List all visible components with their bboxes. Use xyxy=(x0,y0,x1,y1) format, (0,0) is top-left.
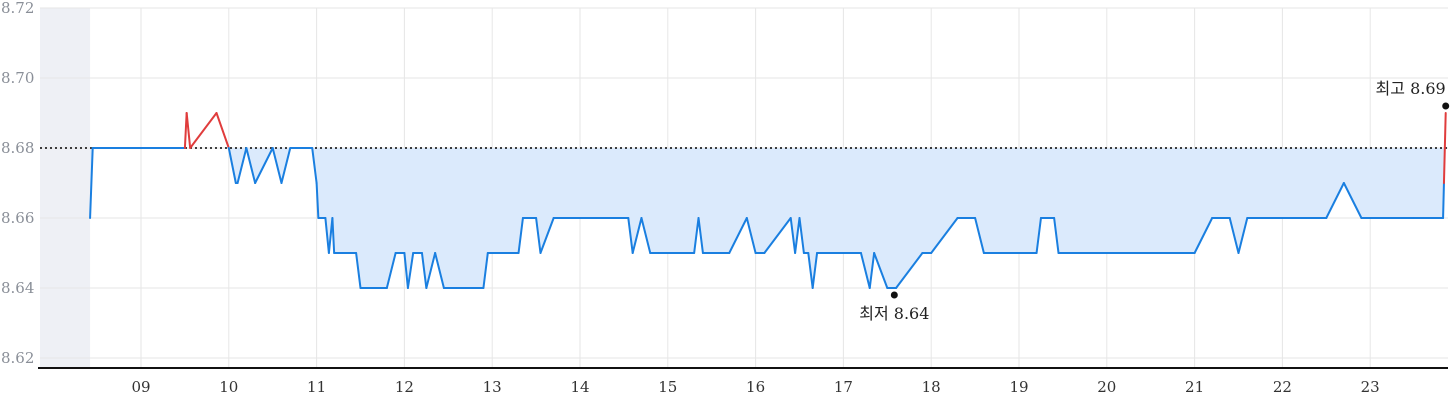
series-segment xyxy=(728,217,748,254)
series-segment xyxy=(697,217,704,254)
x-tick-label: 21 xyxy=(1185,378,1204,396)
series-segment xyxy=(868,252,876,289)
series-segment xyxy=(1053,217,1060,254)
y-tick-label: 8.68 xyxy=(1,139,34,157)
series-segment xyxy=(331,217,336,254)
x-tick-label: 10 xyxy=(219,378,238,396)
annotations: 최고 8.69 최저 8.64 xyxy=(859,79,1450,323)
series-segment xyxy=(1442,182,1445,219)
series-segment xyxy=(794,217,801,254)
y-tick-label: 8.70 xyxy=(1,69,34,87)
high-marker xyxy=(1442,102,1450,110)
series-segment xyxy=(434,252,445,289)
x-tick-label: 13 xyxy=(483,378,502,396)
series-segment xyxy=(215,112,230,149)
series-segment xyxy=(227,147,237,184)
series-segment xyxy=(798,217,805,254)
series-segment xyxy=(385,252,397,289)
series-segment xyxy=(324,217,330,254)
series-segment xyxy=(482,252,489,289)
series-segment xyxy=(1342,182,1363,219)
series-segment xyxy=(873,252,889,289)
y-tick-label: 8.72 xyxy=(1,0,34,17)
price-series xyxy=(89,112,1447,289)
series-segment xyxy=(315,182,320,219)
x-tick-label: 09 xyxy=(131,378,150,396)
x-tick-label: 20 xyxy=(1097,378,1116,396)
x-tick-label: 11 xyxy=(307,378,326,396)
series-segment xyxy=(1228,217,1240,254)
y-tick-label: 8.66 xyxy=(1,209,34,227)
series-segment xyxy=(627,217,634,254)
series-segment xyxy=(280,147,292,184)
series-segment xyxy=(1442,112,1447,184)
x-tick-label: 15 xyxy=(658,378,677,396)
x-tick-label: 22 xyxy=(1273,378,1292,396)
series-segment xyxy=(254,147,274,184)
series-segment xyxy=(763,217,792,254)
series-segment xyxy=(403,252,409,289)
series-segment xyxy=(89,147,94,219)
x-tick-label: 16 xyxy=(746,378,765,396)
series-segment xyxy=(311,147,318,184)
series-segment xyxy=(406,252,415,289)
low-label: 최저 8.64 xyxy=(859,304,929,323)
series-segment xyxy=(1237,217,1249,254)
series-segment xyxy=(693,217,700,254)
series-segment xyxy=(1325,182,1345,219)
series-segment xyxy=(807,252,814,289)
x-tick-label: 19 xyxy=(1009,378,1028,396)
series-segment xyxy=(745,217,757,254)
series-segment xyxy=(974,217,985,254)
series-segment xyxy=(236,147,248,184)
x-tick-label: 17 xyxy=(834,378,853,396)
series-segment xyxy=(271,147,283,184)
series-segment xyxy=(355,252,362,289)
series-segment xyxy=(811,252,819,289)
x-tick-label: 23 xyxy=(1361,378,1380,396)
x-tick-label: 12 xyxy=(395,378,414,396)
x-tick-label: 18 xyxy=(922,378,941,396)
y-tick-label: 8.64 xyxy=(1,279,34,297)
series-segment xyxy=(245,147,257,184)
series-segment xyxy=(640,217,652,254)
series-segment xyxy=(425,252,437,289)
y-tick-label: 8.62 xyxy=(1,349,34,367)
x-tick-labels: 09 10 11 12 13 14 15 16 17 18 19 20 21 22 23 xyxy=(131,378,1379,396)
series-segment xyxy=(789,217,797,254)
y-tick-labels: 8.72 8.70 8.68 8.66 8.64 8.62 xyxy=(1,0,34,367)
series-segment xyxy=(859,252,871,289)
series-segment xyxy=(631,217,643,254)
x-tick-label: 14 xyxy=(570,378,589,396)
series-segment xyxy=(189,112,218,149)
series-segment xyxy=(420,252,428,289)
high-label: 최고 8.69 xyxy=(1376,79,1446,98)
series-segment xyxy=(539,217,555,254)
series-segment xyxy=(517,217,524,254)
series-segment xyxy=(895,252,924,289)
series-segment xyxy=(930,217,959,254)
series-segment xyxy=(1193,217,1214,254)
series-segment xyxy=(535,217,542,254)
series-segment xyxy=(1035,217,1042,254)
low-marker xyxy=(890,291,898,299)
series-segment xyxy=(185,112,192,149)
preopen-band xyxy=(40,8,91,368)
